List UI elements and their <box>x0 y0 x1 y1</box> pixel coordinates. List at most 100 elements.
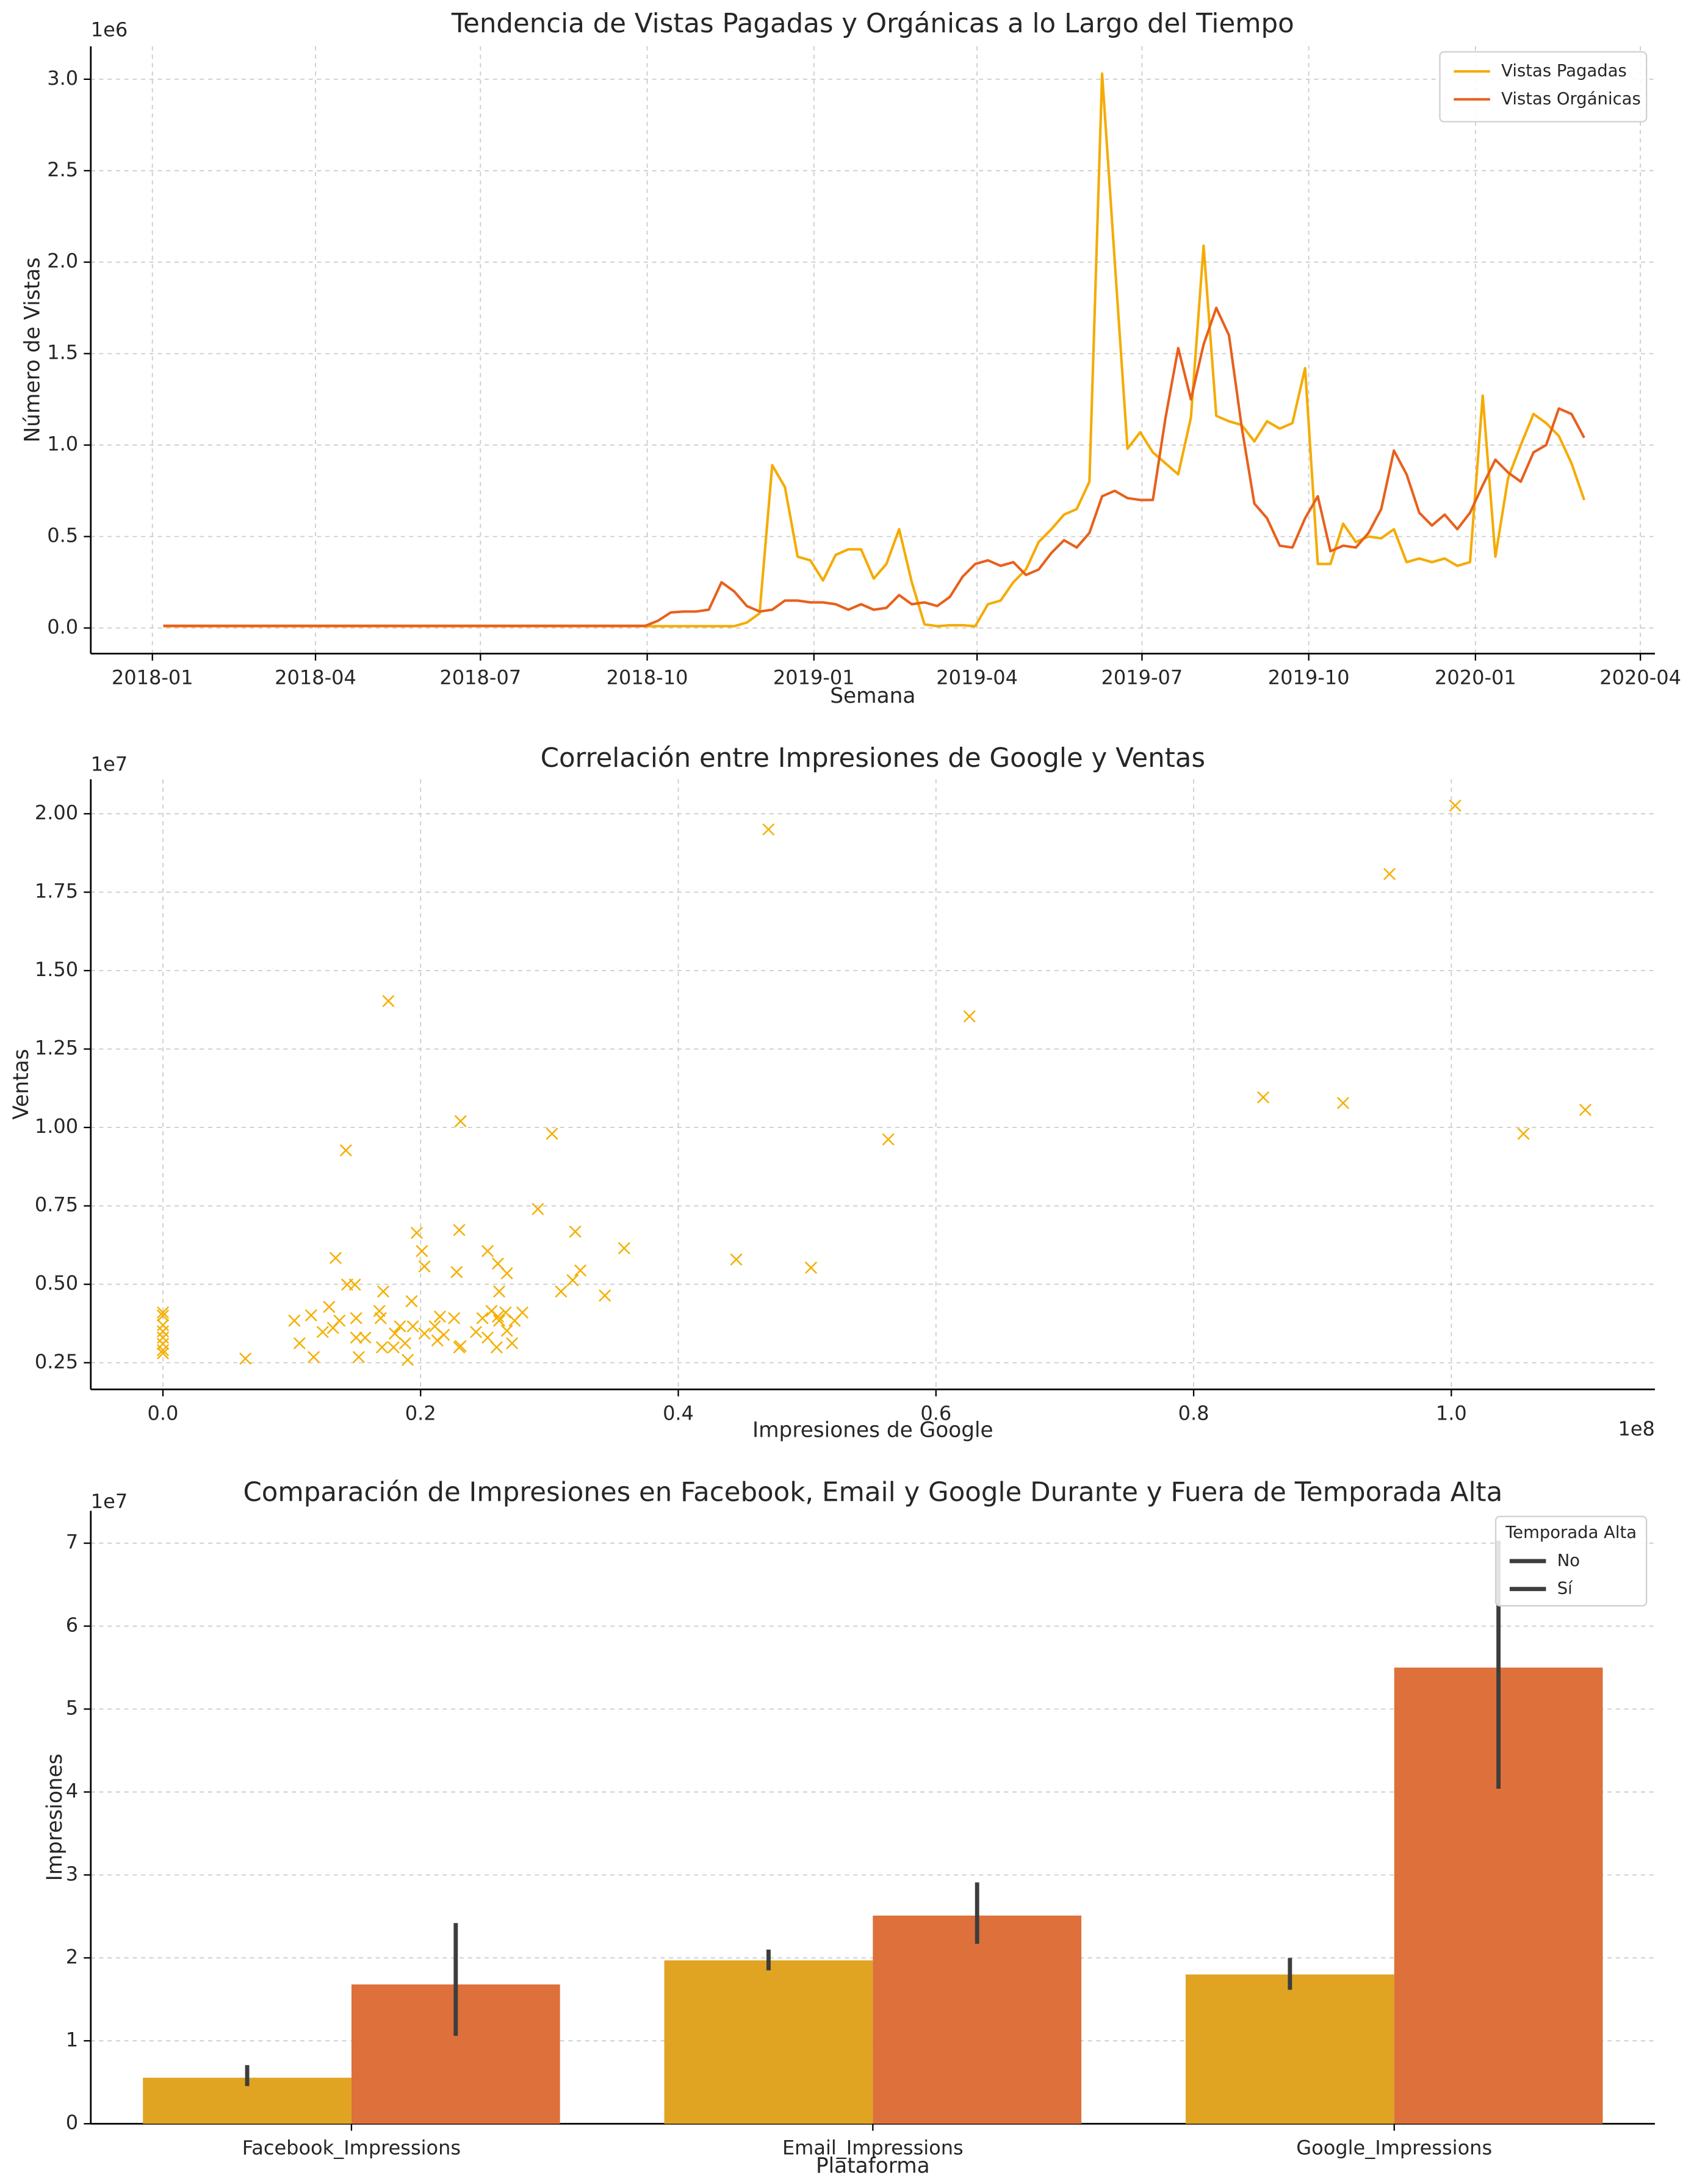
scatter-point <box>316 1326 329 1338</box>
y-tick-label: 3.0 <box>47 66 78 90</box>
scatter-point <box>350 1312 362 1324</box>
chart-title: Comparación de Impresiones en Facebook, … <box>243 1478 1502 1508</box>
scatter-point <box>394 1320 406 1333</box>
y-tick-label: 2.00 <box>35 801 78 824</box>
scatter-point <box>410 1226 423 1239</box>
chart-title: Correlación entre Impresiones de Google … <box>541 743 1205 774</box>
scatter-point <box>1257 1091 1270 1104</box>
y-offset: 1e6 <box>91 18 128 41</box>
scatter-point <box>156 1344 170 1357</box>
line-series <box>163 72 1586 628</box>
scatter-point <box>448 1312 461 1324</box>
y-tick-label: 1.00 <box>35 1115 78 1138</box>
scatter-point <box>804 1261 818 1274</box>
scatter-point <box>476 1312 489 1324</box>
chart: 0.0 0.5 1.0 1.5 2.0 2.5 3.0 2018-01 2018-04 2018-… <box>20 9 1681 708</box>
scatter-point <box>339 1144 352 1157</box>
y-tick-label: 7 <box>66 1531 78 1554</box>
y-tick-label: 2.0 <box>47 250 78 273</box>
scatter-point <box>491 1257 504 1270</box>
scatter-point <box>618 1242 630 1255</box>
x-tick-label: 2019-04 <box>936 666 1018 689</box>
scatter-point <box>388 1327 402 1340</box>
y-tick-label: 6 <box>66 1614 78 1637</box>
scatter-point <box>375 1341 388 1354</box>
scatter-point <box>1449 799 1462 812</box>
scatter-point <box>490 1341 503 1354</box>
y-tick-label: 0 <box>66 2111 78 2134</box>
bar <box>873 1915 1082 2124</box>
scatter-point <box>387 1341 400 1354</box>
scatter-point <box>156 1306 170 1319</box>
line-series <box>163 306 1585 627</box>
legend-label: Sí <box>1557 1579 1573 1598</box>
y-tick-label: 1 <box>66 2028 78 2051</box>
y-tick-label: 4 <box>66 1779 78 1802</box>
x-tick-label: 0.8 <box>1178 1402 1209 1425</box>
x-tick-label: 0.6 <box>920 1402 951 1425</box>
y-tick-label: 2 <box>66 1945 78 1968</box>
scatter-point <box>453 1224 466 1237</box>
y-tick-label: 3 <box>66 1862 78 1885</box>
chart: 0 1 2 3 4 5 6 7 Comparación de Impresiones en Fa… <box>43 1478 1655 2179</box>
scatter-point <box>418 1327 431 1340</box>
chart-title: Tendencia de Vistas Pagadas y Orgánicas … <box>451 9 1294 39</box>
y-tick-label: 1.75 <box>35 879 78 902</box>
scatter-point <box>481 1245 494 1257</box>
scatter-point <box>416 1245 428 1257</box>
x-tick-label: Google_Impressions <box>1296 2136 1492 2159</box>
x-tick-label: 2018-01 <box>112 666 193 689</box>
y-tick-label: 1.25 <box>35 1036 78 1060</box>
y-tick-label: 1.50 <box>35 958 78 981</box>
scatter-point <box>555 1285 568 1298</box>
y-tick-label: 1.0 <box>47 433 78 456</box>
legend-label: Vistas Pagadas <box>1501 62 1627 81</box>
scatter-point <box>500 1267 513 1280</box>
scatter-point <box>491 1310 504 1323</box>
y-tick-label: 2.5 <box>47 158 78 181</box>
x-axis-label: Impresiones de Google <box>752 1418 993 1443</box>
scatter-point <box>398 1337 411 1349</box>
scatter-point <box>1336 1096 1350 1110</box>
y-tick-label: 0.25 <box>35 1350 78 1373</box>
scatter-point <box>506 1337 519 1349</box>
scatter-point <box>882 1133 895 1146</box>
y-tick-label: 0.5 <box>47 523 78 547</box>
scatter-point <box>288 1314 301 1327</box>
scatter-point <box>156 1319 170 1332</box>
scatter-point <box>730 1253 743 1266</box>
scatter-point <box>762 823 775 836</box>
legend-label: Vistas Orgánicas <box>1501 90 1641 109</box>
scatter-point <box>493 1314 506 1327</box>
scatter-point <box>454 1115 467 1127</box>
legend-box <box>1439 51 1648 123</box>
scatter-point <box>1579 1104 1591 1116</box>
scatter-point <box>566 1274 579 1287</box>
scatter-point <box>307 1351 320 1363</box>
scatter-point <box>352 1351 365 1363</box>
legend-title: Temporada Alta <box>1505 1523 1637 1542</box>
x-tick-label: 0.4 <box>663 1402 694 1425</box>
scatter-point <box>156 1347 170 1360</box>
x-tick-label: 2018-04 <box>275 666 356 689</box>
scatter-point <box>402 1354 414 1367</box>
scatter-point <box>382 994 395 1007</box>
y-tick-label: 1.5 <box>47 341 78 364</box>
scatter-point <box>329 1251 342 1265</box>
legend-box <box>1494 1515 1648 1607</box>
scatter-point <box>516 1306 529 1319</box>
x-tick-label: 2018-07 <box>439 666 521 689</box>
x-axis-label: Semana <box>830 684 915 708</box>
scatter-point <box>450 1266 463 1279</box>
scatter-point <box>405 1295 418 1308</box>
scatter-point <box>493 1285 506 1298</box>
scatter-point <box>348 1278 361 1291</box>
scatter-point <box>156 1309 170 1322</box>
scatter-point <box>305 1309 317 1322</box>
x-tick-label: Email_Impressions <box>782 2136 964 2159</box>
scatter-point <box>1517 1127 1530 1140</box>
legend-label: No <box>1557 1551 1580 1570</box>
scatter-point <box>239 1352 252 1365</box>
